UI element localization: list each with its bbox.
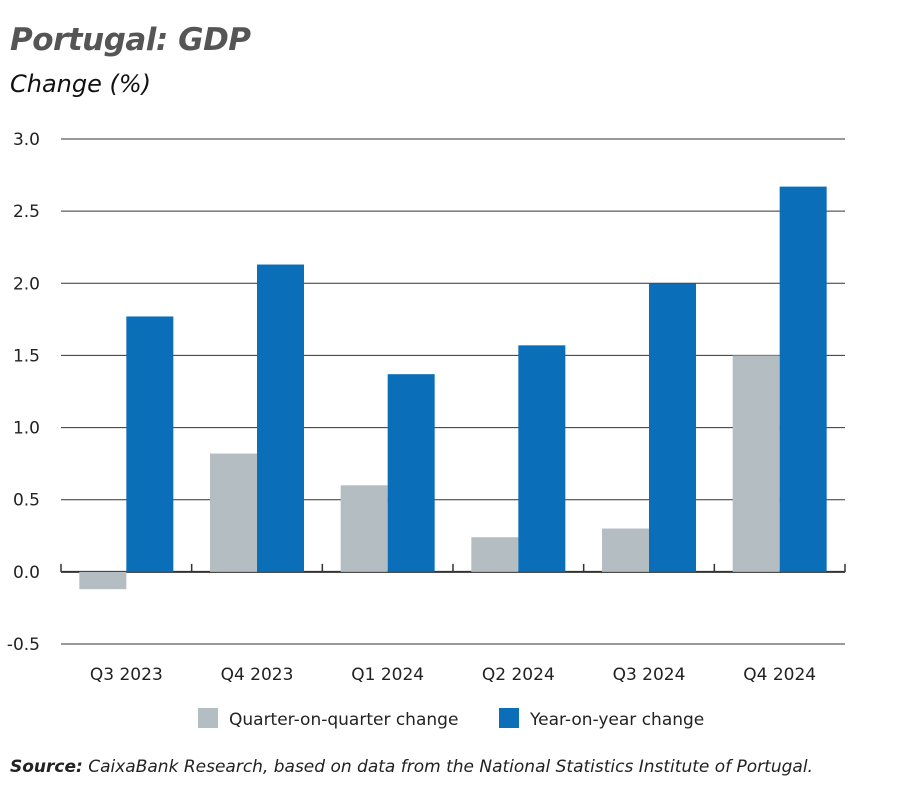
x-tick-label: Q1 2024 <box>351 665 424 685</box>
legend-label: Year-on-year change <box>529 710 704 730</box>
y-tick-label: 3.0 <box>13 130 40 150</box>
x-tick-label: Q4 2023 <box>221 665 294 685</box>
bar-qoq <box>471 537 519 572</box>
legend-label: Quarter-on-quarter change <box>229 710 458 730</box>
bar-qoq <box>602 528 649 572</box>
x-tick-label: Q3 2024 <box>613 665 686 685</box>
y-tick-label: -0.5 <box>7 635 40 655</box>
x-tick-label: Q3 2023 <box>90 665 163 685</box>
y-tick-label: 1.0 <box>13 419 40 439</box>
source-label: Source: <box>10 757 83 777</box>
chart-subtitle: Change (%) <box>10 70 152 98</box>
source-text: CaixaBank Research, based on data from t… <box>82 757 813 777</box>
x-tick-label: Q2 2024 <box>482 665 555 685</box>
chart-title: Portugal: GDP <box>10 22 251 58</box>
bar-yoy <box>257 264 304 572</box>
bar-yoy <box>387 374 435 572</box>
y-tick-label: 1.5 <box>13 346 40 366</box>
bar-yoy <box>126 316 174 572</box>
legend-swatch <box>198 708 218 728</box>
y-tick-label: 2.0 <box>13 274 40 294</box>
y-tick-label: 2.5 <box>13 202 40 222</box>
x-tick-label: Q4 2024 <box>743 665 816 685</box>
bar-qoq <box>79 571 127 590</box>
bar-yoy <box>649 283 696 572</box>
bar-qoq <box>732 355 780 572</box>
source-note: Source: CaixaBank Research, based on dat… <box>10 757 813 777</box>
bar-yoy <box>518 345 566 572</box>
legend-swatch <box>499 708 519 728</box>
bar-yoy <box>779 186 827 572</box>
y-tick-label: 0.0 <box>13 563 40 583</box>
bar-qoq <box>210 453 257 572</box>
bar-qoq <box>340 485 388 572</box>
y-tick-label: 0.5 <box>13 491 40 511</box>
